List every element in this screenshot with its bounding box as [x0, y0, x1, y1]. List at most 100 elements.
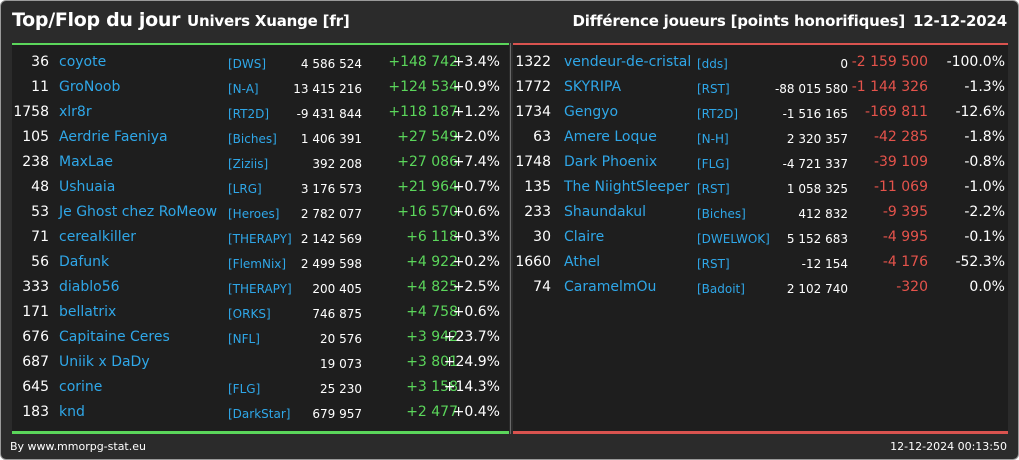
- alliance-tag-link[interactable]: [THERAPY]: [228, 232, 292, 246]
- alliance-tag-link[interactable]: [LRG]: [228, 182, 262, 196]
- player-rank: 1734: [515, 104, 551, 120]
- alliance-tag-link[interactable]: [Biches]: [228, 132, 277, 146]
- player-points: 392 208: [312, 157, 362, 171]
- top-row: 676 Capitaine Ceres [NFL] 20 576 +3 942 +23.7…: [12, 325, 509, 350]
- top-row: 645 corine [FLG] 25 230 +3 158 +14.3%: [12, 375, 509, 400]
- alliance-tag-link[interactable]: [ORKS]: [228, 307, 271, 321]
- player-name-link[interactable]: Aerdrie Faeniya: [59, 129, 168, 145]
- universe-label: Univers Xuange [fr]: [187, 12, 350, 30]
- top-row: 238 MaxLae [Ziziis] 392 208 +27 086 +7.4%: [12, 150, 509, 175]
- player-name-link[interactable]: Amere Loque: [564, 129, 657, 145]
- alliance-tag-link[interactable]: [FlemNix]: [228, 257, 287, 271]
- player-name-link[interactable]: xlr8r: [59, 104, 92, 120]
- alliance-tag-link[interactable]: [dds]: [697, 57, 728, 71]
- player-points: 412 832: [798, 207, 848, 221]
- alliance-tag-link[interactable]: [Biches]: [697, 207, 746, 221]
- player-name-link[interactable]: MaxLae: [59, 154, 113, 170]
- player-name-link[interactable]: GroNoob: [59, 79, 121, 95]
- player-points: 25 230: [320, 382, 362, 396]
- points-difference: -9 395: [882, 204, 928, 220]
- player-rank: 233: [524, 204, 551, 220]
- player-name-link[interactable]: corine: [59, 379, 103, 395]
- percent-change: +23.7%: [443, 329, 500, 345]
- percent-change: +7.4%: [452, 154, 500, 170]
- panel-divider: [510, 43, 511, 434]
- player-name-link[interactable]: bellatrix: [59, 304, 117, 320]
- percent-change: -100.0%: [946, 54, 1005, 70]
- player-points: 2 320 357: [786, 132, 848, 146]
- player-name-link[interactable]: Claire: [564, 229, 605, 245]
- player-name-link[interactable]: Dafunk: [59, 254, 110, 270]
- alliance-tag-link[interactable]: [DWELWOK]: [697, 232, 770, 246]
- points-difference: -320: [896, 279, 928, 295]
- player-name-link[interactable]: Je Ghost chez RoMeow: [59, 204, 218, 220]
- player-points: 1 406 391: [300, 132, 362, 146]
- player-name-link[interactable]: Capitaine Ceres: [59, 329, 170, 345]
- player-points: 0: [840, 57, 848, 71]
- player-name-link[interactable]: Ushuaia: [59, 179, 116, 195]
- player-name-link[interactable]: knd: [59, 404, 85, 420]
- points-difference: +148 742: [388, 54, 458, 70]
- points-difference: -4 995: [882, 229, 928, 245]
- points-difference: +6 118: [406, 229, 458, 245]
- player-name-link[interactable]: CaramelmOu: [564, 279, 657, 295]
- alliance-tag-link[interactable]: [NFL]: [228, 332, 260, 346]
- player-name-link[interactable]: cerealkiller: [59, 229, 136, 245]
- player-rank: 74: [533, 279, 551, 295]
- player-name-link[interactable]: Shaundakul: [564, 204, 646, 220]
- player-name-link[interactable]: diablo56: [59, 279, 120, 295]
- player-name-link[interactable]: The NiightSleeper: [564, 179, 690, 195]
- flop-players-panel: 1322 vendeur-de-cristal [dds] 0 -2 159 500 -1…: [513, 43, 1008, 434]
- points-difference: +3 801: [406, 354, 458, 370]
- alliance-tag-link[interactable]: [Heroes]: [228, 207, 280, 221]
- alliance-tag-link[interactable]: [RST]: [697, 257, 730, 271]
- player-points: 2 499 598: [300, 257, 362, 271]
- flop-row: 1748 Dark Phoenix [FLG] -4 721 337 -39 109 -0…: [513, 150, 1008, 175]
- player-name-link[interactable]: Gengyo: [564, 104, 619, 120]
- flop-players-list: 1322 vendeur-de-cristal [dds] 0 -2 159 500 -1…: [513, 50, 1008, 300]
- alliance-tag-link[interactable]: [N-H]: [697, 132, 729, 146]
- percent-change: -0.8%: [964, 154, 1005, 170]
- alliance-tag-link[interactable]: [RST]: [697, 182, 730, 196]
- player-points: -9 431 844: [296, 107, 362, 121]
- percent-change: +2.5%: [452, 279, 500, 295]
- player-rank: 676: [22, 329, 49, 345]
- page-title: Top/Flop du jour: [12, 9, 181, 31]
- flop-row: 1322 vendeur-de-cristal [dds] 0 -2 159 500 -1…: [513, 50, 1008, 75]
- alliance-tag-link[interactable]: [DarkStar]: [228, 407, 291, 421]
- alliance-tag-link[interactable]: [RT2D]: [697, 107, 739, 121]
- player-name-link[interactable]: vendeur-de-cristal: [564, 54, 692, 70]
- alliance-tag-link[interactable]: [DWS]: [228, 57, 267, 71]
- player-name-link[interactable]: SKYRIPA: [564, 79, 622, 95]
- alliance-tag-link[interactable]: [THERAPY]: [228, 282, 292, 296]
- player-name-link[interactable]: Dark Phoenix: [564, 154, 658, 170]
- player-points: 19 073: [320, 357, 362, 371]
- player-rank: 238: [22, 154, 49, 170]
- points-difference: -39 109: [873, 154, 928, 170]
- player-points: 2 142 569: [300, 232, 362, 246]
- percent-change: +14.3%: [443, 379, 500, 395]
- top-row: 53 Je Ghost chez RoMeow [Heroes] 2 782 077 +…: [12, 200, 509, 225]
- alliance-tag-link[interactable]: [FLG]: [228, 382, 261, 396]
- alliance-tag-link[interactable]: [RST]: [697, 82, 730, 96]
- player-rank: 36: [31, 54, 49, 70]
- alliance-tag-link[interactable]: [RT2D]: [228, 107, 270, 121]
- points-difference: +124 534: [388, 79, 458, 95]
- player-rank: 645: [22, 379, 49, 395]
- player-rank: 687: [22, 354, 49, 370]
- player-points: 200 405: [312, 282, 362, 296]
- flop-row: 1734 Gengyo [RT2D] -1 516 165 -169 811 -12.6%: [513, 100, 1008, 125]
- percent-change: +0.9%: [452, 79, 500, 95]
- player-rank: 56: [31, 254, 49, 270]
- alliance-tag-link[interactable]: [Ziziis]: [228, 157, 269, 171]
- source-credit[interactable]: By www.mmorpg-stat.eu: [10, 440, 146, 453]
- alliance-tag-link[interactable]: [N-A]: [228, 82, 259, 96]
- player-name-link[interactable]: coyote: [59, 54, 107, 70]
- percent-change: 0.0%: [969, 279, 1005, 295]
- percent-change: +0.3%: [452, 229, 500, 245]
- player-name-link[interactable]: Uniik x DaDy: [59, 354, 150, 370]
- alliance-tag-link[interactable]: [Badoit]: [697, 282, 745, 296]
- alliance-tag-link[interactable]: [FLG]: [697, 157, 730, 171]
- player-name-link[interactable]: Athel: [564, 254, 601, 270]
- points-difference: +118 187: [388, 104, 458, 120]
